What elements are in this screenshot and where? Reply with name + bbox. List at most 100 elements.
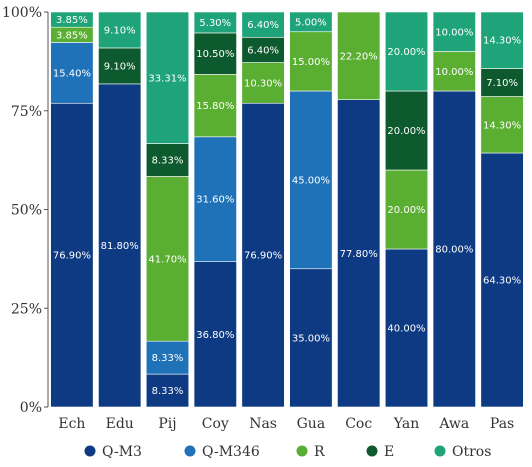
x-tick-label-coc: Coc [345,416,372,432]
bar-segment-pas-otros [480,11,524,69]
bar-segment-pij-q-m346 [145,340,190,375]
data-label-ech-q-m346: 15.40% [53,68,91,79]
bar-segment-yan-otros [384,11,429,92]
data-label-coc-q-m3: 77.80% [340,249,378,260]
legend-marker-q-m3 [84,445,96,457]
bars-group [50,11,524,408]
bar-segment-pij-otros [145,11,190,144]
data-label-pij-q-m346: 8.33% [152,353,184,364]
legend-label-q-m346: Q-M346 [202,444,260,460]
legend-marker-r [296,445,308,457]
data-label-awa-otros: 10.00% [435,27,473,38]
bar-segment-edu-q-m3 [98,83,142,408]
bar-segment-pij-e [145,143,190,177]
data-label-pas-q-m3: 64.30% [483,276,521,287]
bar-segment-nas-q-m3 [241,102,285,408]
data-label-nas-q-m3: 76.90% [244,251,282,262]
y-tick-label: 50% [11,203,42,219]
x-tick-label-awa: Awa [438,416,469,432]
data-label-yan-otros: 20.00% [387,47,425,58]
bar-segment-coc-q-m3 [337,99,381,408]
y-tick-label: 25% [11,301,42,317]
data-label-nas-otros: 6.40% [247,20,279,31]
data-label-edu-q-m3: 81.80% [101,241,139,252]
bar-segment-pas-e [480,68,524,97]
bar-segment-coy-r [193,74,237,138]
legend-marker-otros [434,445,446,457]
y-tick-label: 100% [2,5,42,21]
bar-segment-pas-q-m3 [480,152,524,408]
data-label-coy-q-m3: 36.80% [196,330,234,341]
data-label-ech-q-m3: 76.90% [53,251,91,262]
bar-segment-nas-otros [241,11,285,38]
bar-segment-nas-r [241,62,285,104]
legend-label-q-m3: Q-M3 [102,444,142,460]
y-tick-label: 0% [20,400,42,416]
x-tick-label-ech: Ech [58,416,85,432]
data-label-awa-q-m3: 80.00% [435,245,473,256]
data-label-edu-e: 9.10% [104,61,136,72]
bar-segment-awa-r [432,51,476,92]
bar-segment-coc-r [337,11,381,100]
data-label-coy-e: 10.50% [196,49,234,60]
bar-segment-edu-otros [98,11,142,49]
data-label-nas-e: 6.40% [247,45,279,56]
bar-segment-gua-q-m3 [289,268,333,408]
legend: Q-M3 Q-M346 R E Otros [84,444,491,460]
bar-segment-gua-otros [289,11,333,33]
bar-segment-pij-r [145,176,190,342]
bar-segment-coy-otros [193,11,237,34]
data-label-gua-q-m3: 35.00% [292,333,330,344]
data-label-ech-otros: 3.85% [56,15,88,26]
bar-segment-yan-e [384,90,429,171]
legend-label-otros: Otros [452,444,491,460]
data-label-pij-otros: 33.31% [148,73,186,84]
data-label-pas-otros: 14.30% [483,36,521,47]
data-label-coy-otros: 5.30% [199,18,231,29]
bar-segment-ech-q-m346 [50,42,94,104]
x-tick-label-nas: Nas [249,416,277,432]
data-label-edu-otros: 9.10% [104,25,136,36]
data-label-pij-r: 41.70% [148,254,186,265]
legend-label-e: E [384,444,394,460]
data-label-pij-q-m3: 8.33% [152,386,184,397]
bar-segment-yan-r [384,169,429,250]
data-label-gua-otros: 5.00% [295,17,327,28]
data-label-awa-r: 10.00% [435,67,473,78]
bar-segment-ech-otros [50,11,94,28]
data-label-coc-r: 22.20% [340,51,378,62]
x-tick-label-coy: Coy [202,416,229,432]
segment-labels-group: 76.90% 15.40% 3.85% 3.85% 81.80% 9.10% 9.10% 8.… [53,15,521,397]
axes-group: 0% 25% 50% 75% 100% Ech Edu Pij Coy Nas Gua Coc Yan A… [2,5,514,432]
legend-marker-q-m346 [184,445,196,457]
bar-segment-coy-q-m3 [193,261,237,408]
bar-segment-pas-r [480,96,524,154]
y-tick-label: 75% [11,104,42,120]
bar-segment-gua-r [289,31,333,92]
x-tick-label-edu: Edu [106,416,134,432]
x-tick-label-gua: Gua [297,416,326,432]
data-label-yan-r: 20.00% [387,205,425,216]
bar-segment-awa-otros [432,11,476,52]
data-label-pas-r: 14.30% [483,120,521,131]
data-label-coy-q-m346: 31.60% [196,195,234,206]
legend-marker-e [366,445,378,457]
bar-segment-yan-q-m3 [384,248,429,408]
bar-segment-pij-q-m3 [145,373,190,408]
data-label-ech-r: 3.85% [56,30,88,41]
data-label-pij-e: 8.33% [152,156,184,167]
data-label-yan-q-m3: 40.00% [387,324,425,335]
legend-label-r: R [314,444,325,460]
x-tick-label-yan: Yan [393,416,420,432]
bar-segment-coy-q-m346 [193,136,237,262]
data-label-gua-r: 15.00% [292,57,330,68]
bar-segment-gua-q-m346 [289,90,333,270]
data-label-coy-r: 15.80% [196,101,234,112]
bar-segment-awa-q-m3 [432,90,476,408]
data-label-yan-e: 20.00% [387,126,425,137]
x-tick-label-pij: Pij [158,416,176,432]
bar-segment-coy-e [193,32,237,75]
bar-segment-ech-q-m3 [50,102,94,408]
bar-segment-nas-e [241,36,285,63]
